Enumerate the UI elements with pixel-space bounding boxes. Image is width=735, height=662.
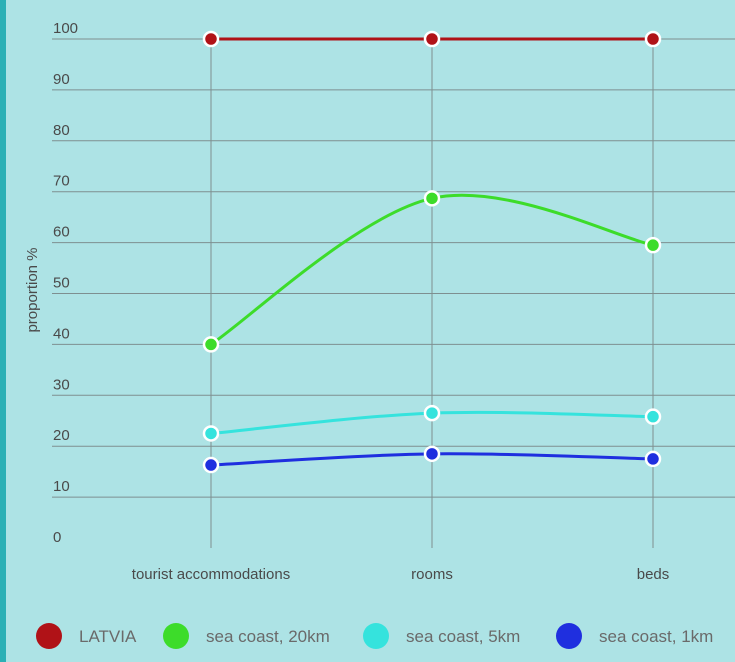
data-point[interactable] <box>644 450 662 468</box>
data-point[interactable] <box>423 445 441 463</box>
legend-item[interactable]: sea coast, 1km <box>556 623 713 649</box>
y-axis-title: proportion % <box>24 247 41 332</box>
data-point[interactable] <box>644 30 662 48</box>
legend-label: sea coast, 20km <box>206 627 330 646</box>
y-tick-label: 20 <box>53 427 70 444</box>
legend-item[interactable]: sea coast, 5km <box>363 623 520 649</box>
x-tick-label: rooms <box>411 566 453 583</box>
data-point[interactable] <box>423 190 441 207</box>
data-point[interactable] <box>423 30 441 48</box>
y-tick-label: 90 <box>53 71 70 88</box>
y-tick-label: 30 <box>53 376 70 393</box>
left-accent-border <box>0 0 6 662</box>
legend-item[interactable]: LATVIA <box>36 623 137 649</box>
legend-label: LATVIA <box>79 627 137 646</box>
legend-swatch <box>556 623 582 649</box>
legend-swatch <box>163 623 189 649</box>
y-tick-label: 100 <box>53 20 78 37</box>
x-tick-label: beds <box>637 566 670 583</box>
legend-swatch <box>363 623 389 649</box>
data-point[interactable] <box>423 404 441 422</box>
legend[interactable]: LATVIA sea coast, 20km sea coast, 5km sea c… <box>36 623 713 649</box>
series-markers <box>202 30 662 474</box>
data-point[interactable] <box>202 30 220 48</box>
x-axis-ticks: tourist accommodations rooms beds <box>132 566 669 583</box>
legend-swatch <box>36 623 62 649</box>
x-tick-label: tourist accommodations <box>132 566 290 583</box>
data-point[interactable] <box>202 456 220 474</box>
y-axis-ticks: 0 10 20 30 40 50 60 70 80 90 100 <box>53 20 78 546</box>
data-point[interactable] <box>202 425 220 442</box>
gridlines <box>52 38 735 548</box>
legend-label: sea coast, 1km <box>599 627 713 646</box>
y-tick-label: 40 <box>53 325 70 342</box>
legend-label: sea coast, 5km <box>406 627 520 646</box>
y-tick-label: 50 <box>53 275 70 292</box>
data-point[interactable] <box>202 336 220 353</box>
data-point[interactable] <box>644 236 662 254</box>
y-tick-label: 10 <box>53 478 70 495</box>
data-point[interactable] <box>644 408 662 425</box>
y-tick-label: 80 <box>53 122 70 139</box>
y-tick-label: 0 <box>53 529 61 546</box>
y-tick-label: 60 <box>53 224 70 241</box>
y-tick-label: 70 <box>53 173 70 190</box>
legend-item[interactable]: sea coast, 20km <box>163 623 330 649</box>
